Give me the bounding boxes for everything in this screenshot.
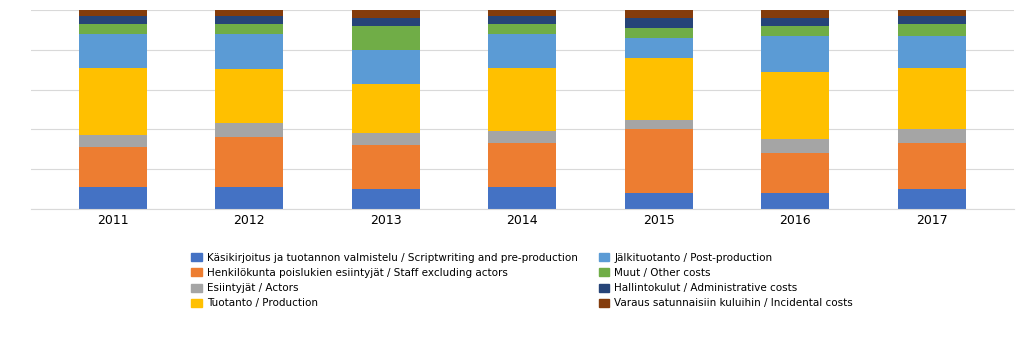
Bar bbox=[79, 68, 146, 135]
Legend: Käsikirjoitus ja tuotannon valmistelu / Scriptwriting and pre-production, Henkil: Käsikirjoitus ja tuotannon valmistelu / … bbox=[188, 250, 856, 311]
Bar bbox=[79, 16, 146, 24]
Bar bbox=[215, 34, 284, 69]
Bar bbox=[625, 119, 693, 129]
Bar bbox=[488, 68, 556, 132]
Bar bbox=[898, 129, 966, 143]
Bar bbox=[79, 147, 146, 187]
Bar bbox=[898, 36, 966, 68]
Bar bbox=[351, 189, 420, 209]
Bar bbox=[625, 28, 693, 38]
Bar bbox=[761, 10, 829, 18]
Bar bbox=[625, 58, 693, 119]
Bar bbox=[79, 187, 146, 209]
Bar bbox=[351, 84, 420, 133]
Bar bbox=[625, 38, 693, 58]
Bar bbox=[898, 24, 966, 36]
Bar bbox=[215, 137, 284, 187]
Bar bbox=[761, 26, 829, 36]
Bar bbox=[488, 16, 556, 24]
Bar bbox=[761, 72, 829, 140]
Bar bbox=[215, 69, 284, 122]
Bar bbox=[898, 10, 966, 16]
Bar bbox=[898, 16, 966, 24]
Bar bbox=[215, 10, 284, 16]
Bar bbox=[79, 34, 146, 68]
Bar bbox=[351, 18, 420, 26]
Bar bbox=[761, 193, 829, 209]
Bar bbox=[79, 135, 146, 147]
Bar bbox=[898, 189, 966, 209]
Bar bbox=[488, 34, 556, 68]
Bar bbox=[625, 10, 693, 18]
Bar bbox=[625, 18, 693, 28]
Bar bbox=[761, 140, 829, 153]
Bar bbox=[898, 143, 966, 189]
Bar bbox=[898, 68, 966, 129]
Bar bbox=[351, 10, 420, 18]
Bar bbox=[215, 187, 284, 209]
Bar bbox=[761, 36, 829, 72]
Bar bbox=[625, 129, 693, 193]
Bar bbox=[488, 132, 556, 143]
Bar bbox=[351, 26, 420, 50]
Bar bbox=[215, 122, 284, 137]
Bar bbox=[488, 187, 556, 209]
Bar bbox=[351, 145, 420, 189]
Bar bbox=[79, 10, 146, 16]
Bar bbox=[488, 24, 556, 34]
Bar bbox=[351, 50, 420, 84]
Bar bbox=[761, 18, 829, 26]
Bar bbox=[79, 24, 146, 34]
Bar bbox=[761, 153, 829, 193]
Bar bbox=[625, 193, 693, 209]
Bar bbox=[488, 143, 556, 187]
Bar bbox=[351, 133, 420, 145]
Bar bbox=[215, 24, 284, 34]
Bar bbox=[215, 16, 284, 24]
Bar bbox=[488, 10, 556, 16]
